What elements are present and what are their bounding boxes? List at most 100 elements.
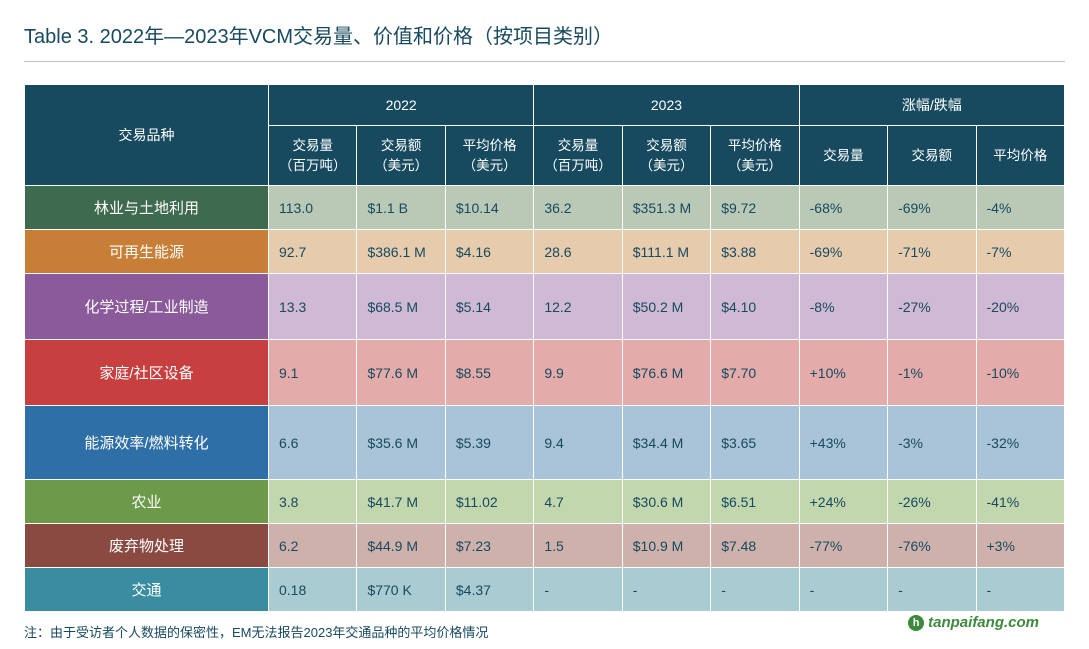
vcm-table: 交易品种 2022 2023 涨幅/跌幅 交易量（百万吨） 交易额（美元） 平均… [24,84,1065,612]
cell-value: -69% [799,230,887,274]
cell-value: 12.2 [534,274,622,340]
cell-value: -41% [976,480,1065,524]
table-header: 交易品种 2022 2023 涨幅/跌幅 交易量（百万吨） 交易额（美元） 平均… [25,85,1065,186]
cell-value: $68.5 M [357,274,445,340]
watermark: h tanpaifang.com [908,614,1039,631]
cell-value: $7.70 [711,340,799,406]
cell-value: $8.55 [445,340,533,406]
cell-value: +3% [976,524,1065,568]
cell-value: 6.2 [269,524,357,568]
col-2022-val: 交易额（美元） [357,126,445,186]
row-category-label: 可再生能源 [25,230,269,274]
cell-value: $4.10 [711,274,799,340]
cell-value: -10% [976,340,1065,406]
cell-value: -77% [799,524,887,568]
cell-value: -20% [976,274,1065,340]
cell-value: -76% [888,524,976,568]
table-row: 交通0.18$770 K$4.37------ [25,568,1065,612]
col-change-val: 交易额 [888,126,976,186]
table-row: 废弃物处理6.2$44.9 M$7.231.5$10.9 M$7.48-77%-… [25,524,1065,568]
cell-value: $386.1 M [357,230,445,274]
cell-value: -71% [888,230,976,274]
cell-value: -26% [888,480,976,524]
cell-value: 3.8 [269,480,357,524]
cell-value: - [622,568,710,612]
col-2023-vol: 交易量（百万吨） [534,126,622,186]
col-2023-val: 交易额（美元） [622,126,710,186]
cell-value: -27% [888,274,976,340]
cell-value: $10.9 M [622,524,710,568]
cell-value: $34.4 M [622,406,710,480]
col-group-change: 涨幅/跌幅 [799,85,1064,126]
cell-value: -68% [799,186,887,230]
cell-value: -69% [888,186,976,230]
row-category-label: 废弃物处理 [25,524,269,568]
cell-value: $111.1 M [622,230,710,274]
cell-value: -4% [976,186,1065,230]
cell-value: 9.1 [269,340,357,406]
table-row: 林业与土地利用113.0$1.1 B$10.1436.2$351.3 M$9.7… [25,186,1065,230]
table-row: 农业3.8$41.7 M$11.024.7$30.6 M$6.51+24%-26… [25,480,1065,524]
cell-value: +43% [799,406,887,480]
cell-value: $11.02 [445,480,533,524]
table-title: Table 3. 2022年—2023年VCM交易量、价值和价格（按项目类别） [24,20,1065,62]
cell-value: $41.7 M [357,480,445,524]
cell-value: $50.2 M [622,274,710,340]
col-change-price: 平均价格 [976,126,1065,186]
cell-value: $7.48 [711,524,799,568]
cell-value: $4.16 [445,230,533,274]
col-change-vol: 交易量 [799,126,887,186]
col-group-2023: 2023 [534,85,799,126]
cell-value: $1.1 B [357,186,445,230]
watermark-text: tanpaifang.com [928,614,1039,631]
cell-value: -3% [888,406,976,480]
cell-value: $6.51 [711,480,799,524]
cell-value: 6.6 [269,406,357,480]
cell-value: - [799,568,887,612]
cell-value: -7% [976,230,1065,274]
col-2023-price: 平均价格（美元） [711,126,799,186]
table-row: 家庭/社区设备9.1$77.6 M$8.559.9$76.6 M$7.70+10… [25,340,1065,406]
cell-value: 9.9 [534,340,622,406]
cell-value: 9.4 [534,406,622,480]
cell-value: $351.3 M [622,186,710,230]
cell-value: +24% [799,480,887,524]
col-category: 交易品种 [25,85,269,186]
cell-value: $10.14 [445,186,533,230]
watermark-icon: h [908,615,924,631]
cell-value: 92.7 [269,230,357,274]
cell-value: $5.14 [445,274,533,340]
table-row: 化学过程/工业制造13.3$68.5 M$5.1412.2$50.2 M$4.1… [25,274,1065,340]
cell-value: $3.88 [711,230,799,274]
cell-value: $76.6 M [622,340,710,406]
cell-value: 1.5 [534,524,622,568]
cell-value: 28.6 [534,230,622,274]
cell-value: $44.9 M [357,524,445,568]
cell-value: -32% [976,406,1065,480]
cell-value: $7.23 [445,524,533,568]
cell-value: $4.37 [445,568,533,612]
cell-value: 36.2 [534,186,622,230]
cell-value: 113.0 [269,186,357,230]
cell-value: 4.7 [534,480,622,524]
cell-value: - [976,568,1065,612]
cell-value: - [711,568,799,612]
row-category-label: 化学过程/工业制造 [25,274,269,340]
table-row: 能源效率/燃料转化6.6$35.6 M$5.399.4$34.4 M$3.65+… [25,406,1065,480]
cell-value: 0.18 [269,568,357,612]
row-category-label: 家庭/社区设备 [25,340,269,406]
cell-value: $770 K [357,568,445,612]
cell-value: +10% [799,340,887,406]
table-body: 林业与土地利用113.0$1.1 B$10.1436.2$351.3 M$9.7… [25,186,1065,612]
row-category-label: 能源效率/燃料转化 [25,406,269,480]
col-2022-vol: 交易量（百万吨） [269,126,357,186]
cell-value: $35.6 M [357,406,445,480]
cell-value: - [534,568,622,612]
table-row: 可再生能源92.7$386.1 M$4.1628.6$111.1 M$3.88-… [25,230,1065,274]
cell-value: $9.72 [711,186,799,230]
row-category-label: 农业 [25,480,269,524]
cell-value: $5.39 [445,406,533,480]
cell-value: -1% [888,340,976,406]
cell-value: - [888,568,976,612]
cell-value: 13.3 [269,274,357,340]
